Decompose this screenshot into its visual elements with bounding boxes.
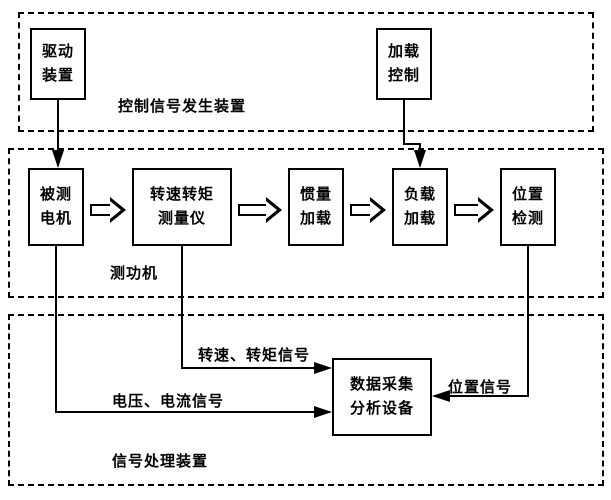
section-top-label: 控制信号发生装置	[118, 95, 246, 116]
edge-label-position: 位置信号	[448, 376, 512, 397]
arrow-inertia-load	[350, 197, 386, 223]
diagram-canvas: 控制信号发生装置 测功机 信号处理装置 驱动装置 加载控制 被测电机 转速转矩测…	[0, 0, 611, 500]
section-middle-label: 测功机	[110, 262, 158, 283]
node-load: 负载加载	[392, 168, 448, 246]
node-sensor: 转速转矩测量仪	[132, 168, 232, 246]
node-loadctl: 加载控制	[376, 28, 432, 100]
node-drive: 驱动装置	[30, 28, 86, 100]
arrow-load-position	[454, 197, 494, 223]
arrow-sensor-inertia	[238, 197, 282, 223]
node-motor: 被测电机	[28, 168, 84, 246]
section-bottom-label: 信号处理装置	[112, 450, 208, 471]
edge-label-speed-torque: 转速、转矩信号	[198, 344, 310, 365]
edge-label-voltage-current: 电压、电流信号	[112, 390, 224, 411]
node-position: 位置检测	[500, 168, 556, 246]
section-bottom	[8, 314, 604, 486]
section-top	[18, 12, 594, 132]
node-daq: 数据采集分析设备	[332, 358, 432, 436]
node-inertia: 惯量加载	[288, 168, 344, 246]
arrow-motor-sensor	[90, 197, 126, 223]
